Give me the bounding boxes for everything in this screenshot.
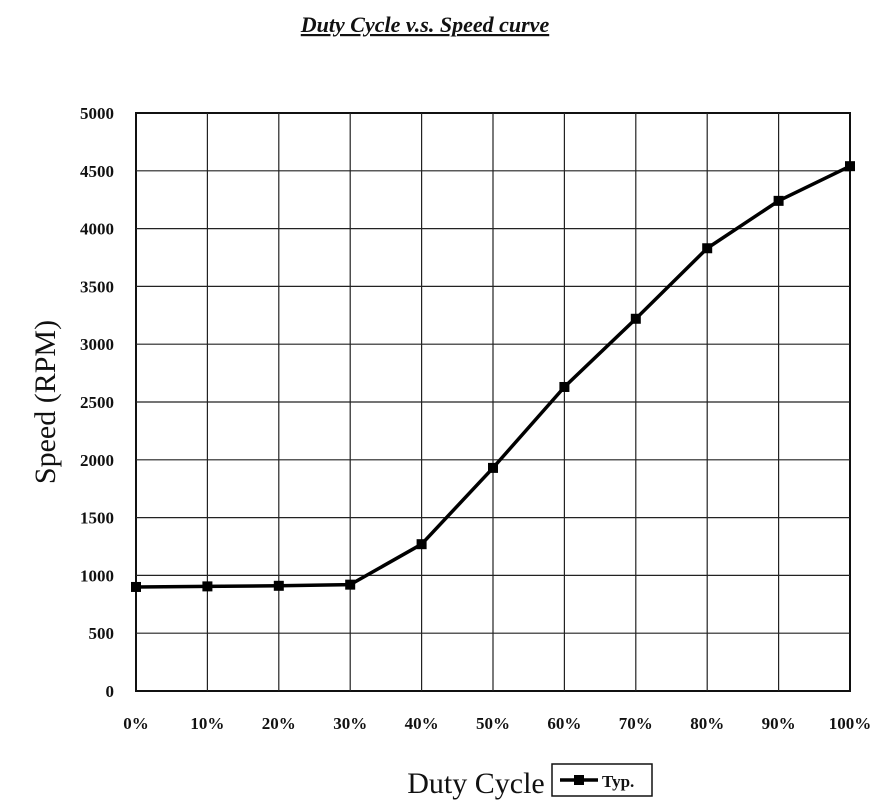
- x-tick-label: 50%: [476, 714, 510, 733]
- x-tick-label: 20%: [262, 714, 296, 733]
- y-tick-label: 4500: [80, 162, 114, 181]
- data-point-marker: [345, 579, 356, 590]
- data-point-marker: [630, 313, 641, 324]
- legend-marker-swatch: [574, 775, 584, 785]
- data-point-marker: [202, 581, 213, 592]
- y-axis-label: Speed (RPM): [29, 320, 62, 484]
- x-tick-label: 80%: [690, 714, 724, 733]
- data-point-marker: [702, 243, 713, 254]
- y-tick-label: 4000: [80, 220, 114, 239]
- y-tick-label: 1500: [80, 509, 114, 528]
- y-tick-label: 3000: [80, 335, 114, 354]
- y-tick-label: 0: [106, 682, 115, 701]
- data-point-marker: [131, 581, 141, 592]
- data-point-marker: [416, 539, 427, 550]
- y-tick-label: 500: [89, 624, 115, 643]
- x-tick-label: 60%: [547, 714, 581, 733]
- x-axis-label: Duty Cycle: [407, 767, 544, 800]
- x-tick-label: 40%: [405, 714, 439, 733]
- chart-title: Duty Cycle v.s. Speed curve: [300, 12, 550, 37]
- x-tick-label: 0%: [123, 714, 149, 733]
- gridlines: [136, 113, 850, 691]
- y-tick-label: 2000: [80, 451, 114, 470]
- legend-label: Typ.: [602, 772, 634, 791]
- y-axis-ticks: 0 500 1000 1500 2000 2500 3000 3500 4000 4500 5000: [80, 104, 114, 701]
- x-tick-label: 90%: [762, 714, 796, 733]
- data-point-marker: [773, 195, 784, 206]
- data-point-marker: [559, 381, 570, 392]
- data-point-marker: [845, 161, 855, 172]
- y-tick-label: 2500: [80, 393, 114, 412]
- y-tick-label: 3500: [80, 277, 114, 296]
- x-axis-ticks: 0% 10% 20% 30% 40% 50% 60% 70% 80% 90% 100%: [123, 714, 871, 733]
- y-tick-label: 1000: [80, 566, 114, 585]
- data-point-marker: [273, 580, 284, 591]
- x-tick-label: 10%: [190, 714, 224, 733]
- x-tick-label: 30%: [333, 714, 367, 733]
- data-point-marker: [488, 462, 498, 473]
- x-tick-label: 70%: [619, 714, 653, 733]
- series-typ: [131, 161, 855, 592]
- y-tick-label: 5000: [80, 104, 114, 123]
- x-tick-label: 100%: [829, 714, 872, 733]
- legend: Typ.: [551, 763, 653, 797]
